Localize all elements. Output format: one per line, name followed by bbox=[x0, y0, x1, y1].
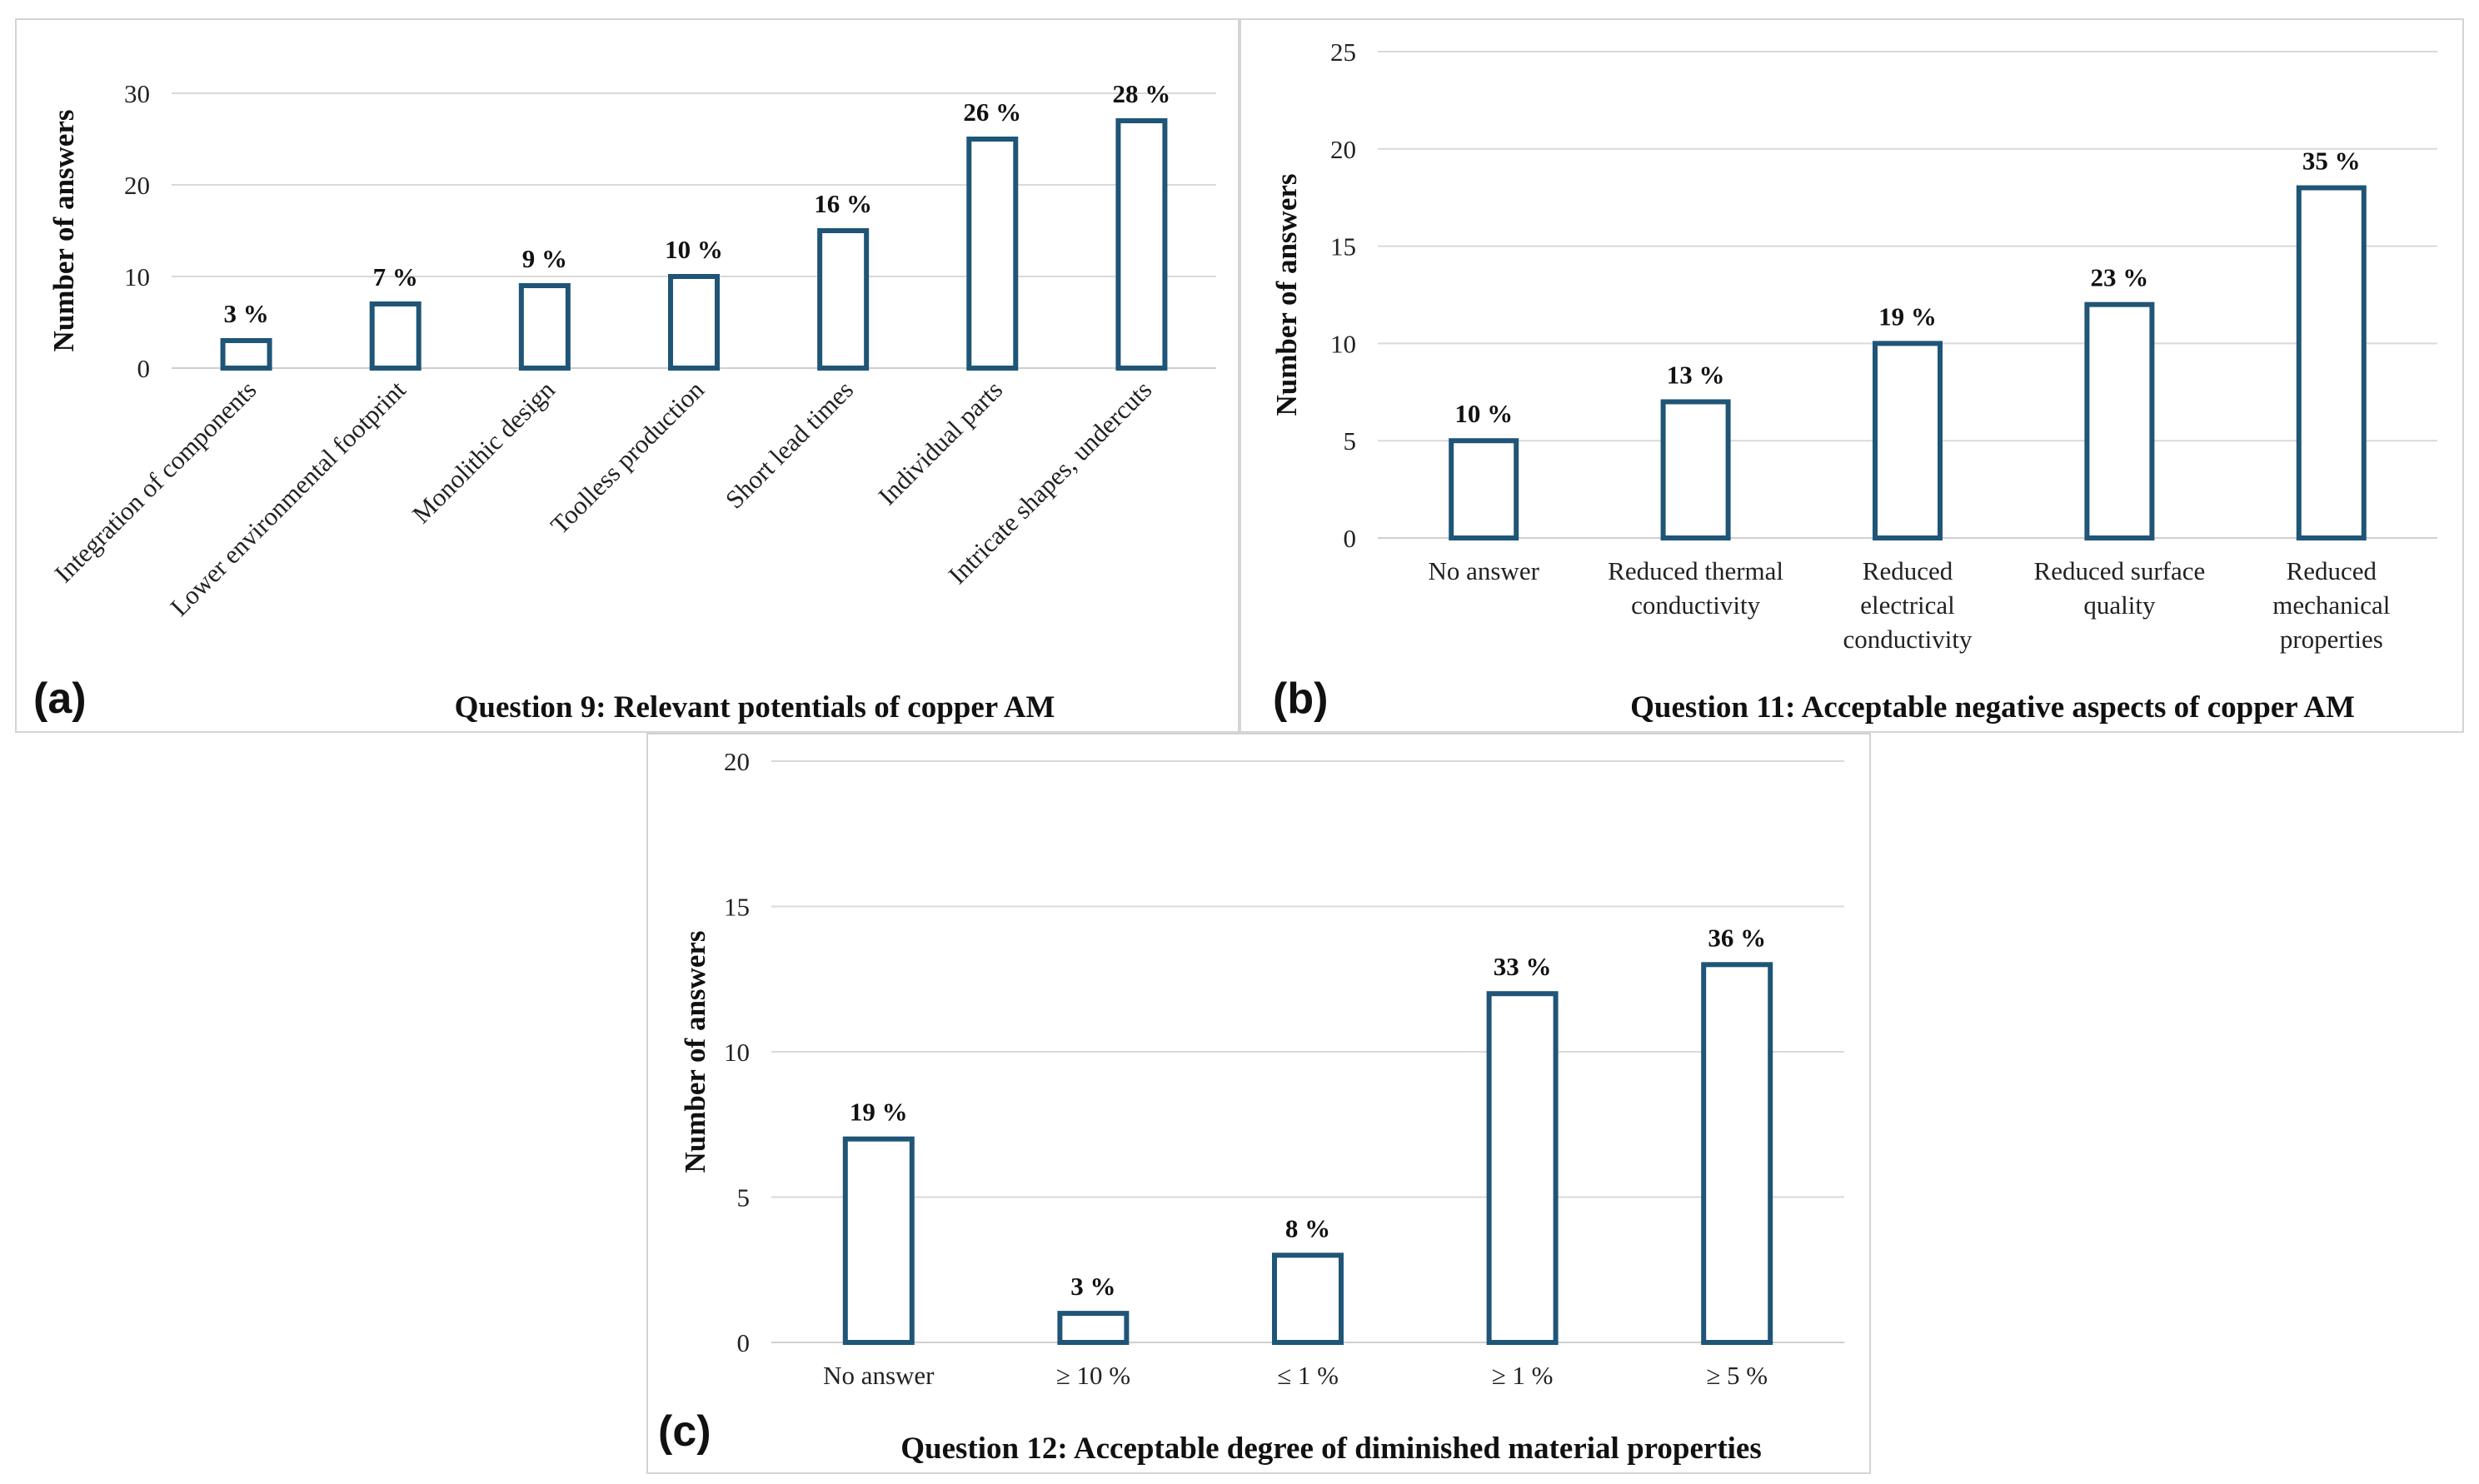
data-label: 8 % bbox=[1285, 1213, 1330, 1242]
y-tick-label: 30 bbox=[124, 79, 150, 108]
chart-c-svg: 0 5 10 15 20 Number of answers 19 % No answer 3 … bbox=[658, 747, 1844, 1466]
chart-panel-a: 0 10 20 30 Number of answers 3 % Integration o… bbox=[15, 18, 1240, 733]
chart-b-svg: 0 5 10 15 20 25 Number of answers 10 % No answer… bbox=[1270, 37, 2437, 725]
x-tick-label: No answer bbox=[1428, 556, 1539, 585]
x-tick-label: ≤ 1 % bbox=[1277, 1361, 1339, 1390]
data-label: 3 % bbox=[223, 299, 268, 328]
bar bbox=[369, 301, 421, 371]
y-axis-label: Number of answers bbox=[679, 930, 711, 1173]
bar bbox=[220, 338, 272, 371]
y-tick-label: 5 bbox=[1344, 426, 1357, 456]
bar bbox=[1449, 438, 1519, 541]
y-axis-label: Number of answers bbox=[1270, 173, 1303, 416]
chart-title-b: Question 11: Acceptable negative aspects… bbox=[1630, 690, 2355, 725]
bar bbox=[1660, 399, 1731, 541]
data-label: 26 % bbox=[963, 97, 1021, 127]
y-tick-label: 10 bbox=[1330, 329, 1356, 358]
x-tick-label-line: ≤ 1 % bbox=[1277, 1361, 1339, 1390]
data-label: 36 % bbox=[1708, 923, 1766, 952]
x-tick-label-line: electrical bbox=[1860, 590, 1955, 620]
data-label: 19 % bbox=[1878, 301, 1937, 331]
y-tick-label: 20 bbox=[1330, 135, 1356, 164]
bar bbox=[518, 283, 571, 371]
data-label: 33 % bbox=[1494, 952, 1552, 981]
x-tick-label-line: conductivity bbox=[1631, 590, 1760, 620]
bar bbox=[817, 228, 870, 371]
y-tick-label: 25 bbox=[1330, 37, 1356, 67]
x-tick-label: Reduced mechanical properties bbox=[2272, 556, 2390, 654]
bar bbox=[1115, 118, 1168, 371]
data-label: 28 % bbox=[1113, 79, 1171, 108]
bar bbox=[1873, 341, 1943, 540]
x-tick-label: Short lead times bbox=[720, 375, 859, 514]
x-tick-label: ≥ 5 % bbox=[1706, 1361, 1768, 1390]
data-label: 13 % bbox=[1667, 360, 1725, 389]
x-tick-label: ≥ 1 % bbox=[1492, 1361, 1554, 1390]
panel-label-b: (b) bbox=[1273, 675, 1328, 723]
bar bbox=[2084, 301, 2155, 540]
bar bbox=[842, 1136, 915, 1346]
x-tick-label-line: No answer bbox=[1428, 556, 1539, 585]
y-tick-label: 0 bbox=[137, 354, 151, 383]
chart-panel-b: 0 5 10 15 20 25 Number of answers 10 % No answer… bbox=[1240, 18, 2464, 733]
x-tick-label: Reduced surface quality bbox=[2034, 556, 2206, 620]
x-tick-label-line: ≥ 1 % bbox=[1492, 1361, 1554, 1390]
x-tick-label-line: Reduced surface bbox=[2034, 556, 2206, 585]
x-tick-label: Toolless production bbox=[545, 375, 710, 540]
y-tick-label: 20 bbox=[724, 747, 750, 776]
bar bbox=[1701, 962, 1773, 1345]
data-label: 10 % bbox=[1454, 399, 1513, 428]
x-tick-label-line: ≥ 10 % bbox=[1056, 1361, 1130, 1390]
panel-label-c: (c) bbox=[658, 1407, 711, 1456]
bar bbox=[1272, 1252, 1344, 1345]
data-label: 10 % bbox=[665, 235, 723, 264]
bar bbox=[1057, 1311, 1130, 1345]
bar bbox=[1486, 991, 1559, 1345]
y-tick-label: 10 bbox=[724, 1038, 750, 1067]
x-tick-label: ≥ 10 % bbox=[1056, 1361, 1130, 1390]
chart-title-a: Question 9: Relevant potentials of coppe… bbox=[455, 690, 1055, 725]
bar bbox=[668, 274, 720, 371]
y-tick-label: 5 bbox=[737, 1183, 751, 1213]
chart-title-c: Question 12: Acceptable degree of dimini… bbox=[900, 1432, 1762, 1466]
x-tick-label: No answer bbox=[823, 1361, 935, 1390]
x-tick-label-line: properties bbox=[2280, 625, 2383, 654]
y-tick-label: 0 bbox=[1344, 524, 1357, 553]
x-tick-label-line: Reduced bbox=[1863, 556, 1953, 585]
data-label: 23 % bbox=[2091, 263, 2149, 292]
x-tick-label-line: Reduced thermal bbox=[1608, 556, 1783, 585]
x-tick-label-line: ≥ 5 % bbox=[1706, 1361, 1768, 1390]
x-tick-label: Reduced thermal conductivity bbox=[1608, 556, 1783, 620]
x-tick-label-line: mechanical bbox=[2272, 590, 2390, 620]
x-tick-label-line: conductivity bbox=[1843, 625, 1973, 654]
x-tick-label: Reduced electrical conductivity bbox=[1843, 556, 1973, 654]
data-label: 35 % bbox=[2302, 147, 2361, 176]
x-tick-label-line: Reduced bbox=[2287, 556, 2377, 585]
data-label: 16 % bbox=[814, 189, 872, 218]
y-axis-label: Number of answers bbox=[47, 109, 80, 351]
y-tick-label: 10 bbox=[124, 262, 150, 291]
chart-panel-c: 0 5 10 15 20 Number of answers 19 % No answer 3 … bbox=[646, 733, 1871, 1474]
x-tick-label-line: quality bbox=[2083, 590, 2156, 620]
y-tick-label: 15 bbox=[1330, 232, 1356, 261]
data-label: 3 % bbox=[1070, 1272, 1115, 1301]
data-label: 7 % bbox=[373, 262, 418, 291]
x-tick-label: Monolithic design bbox=[407, 375, 561, 529]
x-tick-label: Individual parts bbox=[872, 375, 1008, 510]
bar bbox=[966, 137, 1019, 371]
y-tick-label: 0 bbox=[737, 1328, 751, 1357]
y-tick-label: 20 bbox=[124, 171, 150, 200]
data-label: 19 % bbox=[850, 1098, 908, 1127]
x-tick-label-line: No answer bbox=[823, 1361, 935, 1390]
data-label: 9 % bbox=[522, 244, 567, 273]
y-tick-label: 15 bbox=[724, 893, 750, 922]
panel-label-a: (a) bbox=[33, 675, 87, 723]
x-tick-label: Lower environmental footprint bbox=[164, 375, 412, 622]
bar bbox=[2296, 185, 2367, 541]
